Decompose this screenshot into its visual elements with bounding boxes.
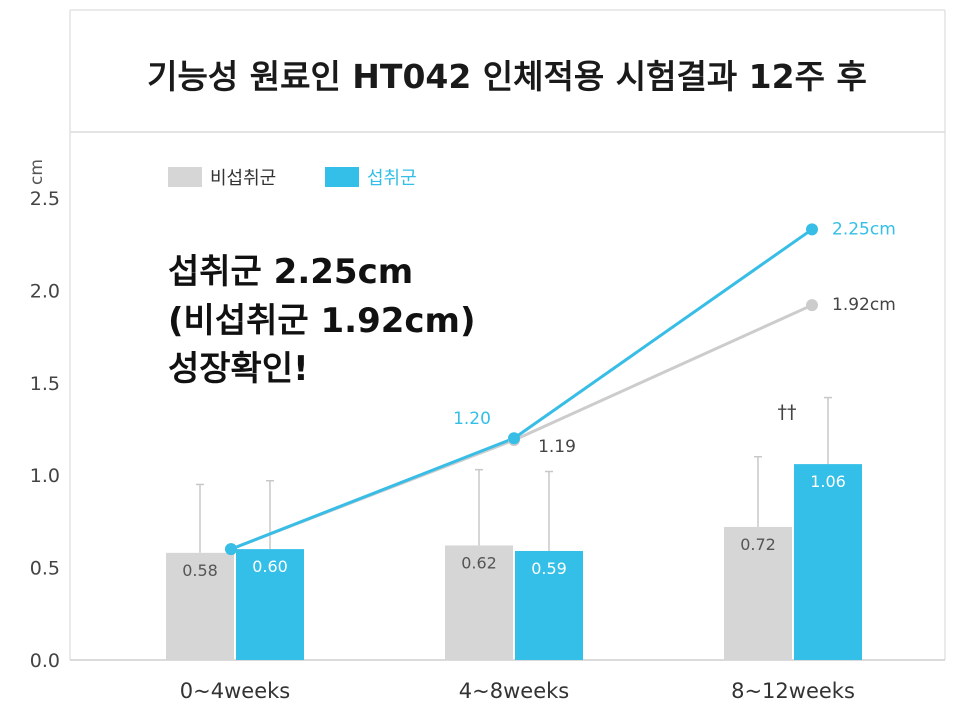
line-value-label: 1.92cm [832, 295, 896, 315]
bar [236, 549, 304, 660]
bar [515, 550, 583, 660]
y-tick-label: 1.5 [30, 373, 60, 395]
bar-value-label: 0.58 [182, 561, 218, 580]
legend-label-intake: 섭취군 [367, 168, 417, 189]
callout-line-3: 성장확인! [168, 349, 309, 389]
category-labels: 0~4weeks 4~8weeks 8~12weeks [180, 679, 855, 703]
line-point [806, 299, 818, 312]
bar [794, 464, 862, 660]
bar-value-label: 0.72 [740, 535, 776, 554]
line-point [806, 223, 818, 236]
category-label: 8~12weeks [731, 679, 855, 703]
legend-swatch-control [168, 167, 202, 187]
bar-value-label: 1.06 [810, 472, 846, 491]
plot-area: 0.58 0.62 0.72 0.60 0.59 1.06 [166, 396, 862, 660]
y-tick-labels: 0.0 0.5 1.0 1.5 2.0 2.5 [30, 188, 60, 672]
legend-label-control: 비섭취군 [210, 168, 276, 189]
bar-value-label: 0.60 [252, 557, 288, 576]
cumulative-lines: 1.19 1.92cm 1.20 2.25cm [225, 219, 896, 556]
cumulative-line [230, 303, 813, 551]
bar [166, 552, 234, 660]
bar [724, 526, 792, 660]
line-point [508, 432, 520, 445]
legend-swatch-intake [325, 167, 359, 187]
bar-value-label: 0.59 [531, 559, 567, 578]
callout: 섭취군 2.25cm (비섭취군 1.92cm) 성장확인! [168, 252, 476, 389]
y-axis-unit: cm [27, 159, 47, 185]
y-tick-label: 1.0 [30, 465, 60, 487]
line-value-label: 2.25cm [832, 219, 896, 239]
y-tick-label: 2.5 [30, 188, 60, 210]
y-tick-label: 0.5 [30, 558, 60, 580]
line-point [225, 543, 237, 556]
line-value-label: 1.19 [538, 437, 576, 457]
legend: 비섭취군 섭취군 [168, 167, 417, 189]
chart-title: 기능성 원료인 HT042 인체적용 시험결과 12주 후 [147, 57, 867, 96]
bar [445, 545, 513, 660]
y-tick-label: 0.0 [30, 650, 60, 672]
y-tick-label: 2.0 [30, 280, 60, 302]
bar-value-label: 0.62 [461, 553, 497, 572]
callout-line-1: 섭취군 2.25cm [168, 252, 413, 292]
category-label: 4~8weeks [459, 679, 569, 703]
category-label: 0~4weeks [180, 679, 290, 703]
significance-marker: †† [778, 401, 797, 423]
line-value-label: 1.20 [453, 409, 491, 429]
callout-line-2: (비섭취군 1.92cm) [168, 301, 476, 341]
